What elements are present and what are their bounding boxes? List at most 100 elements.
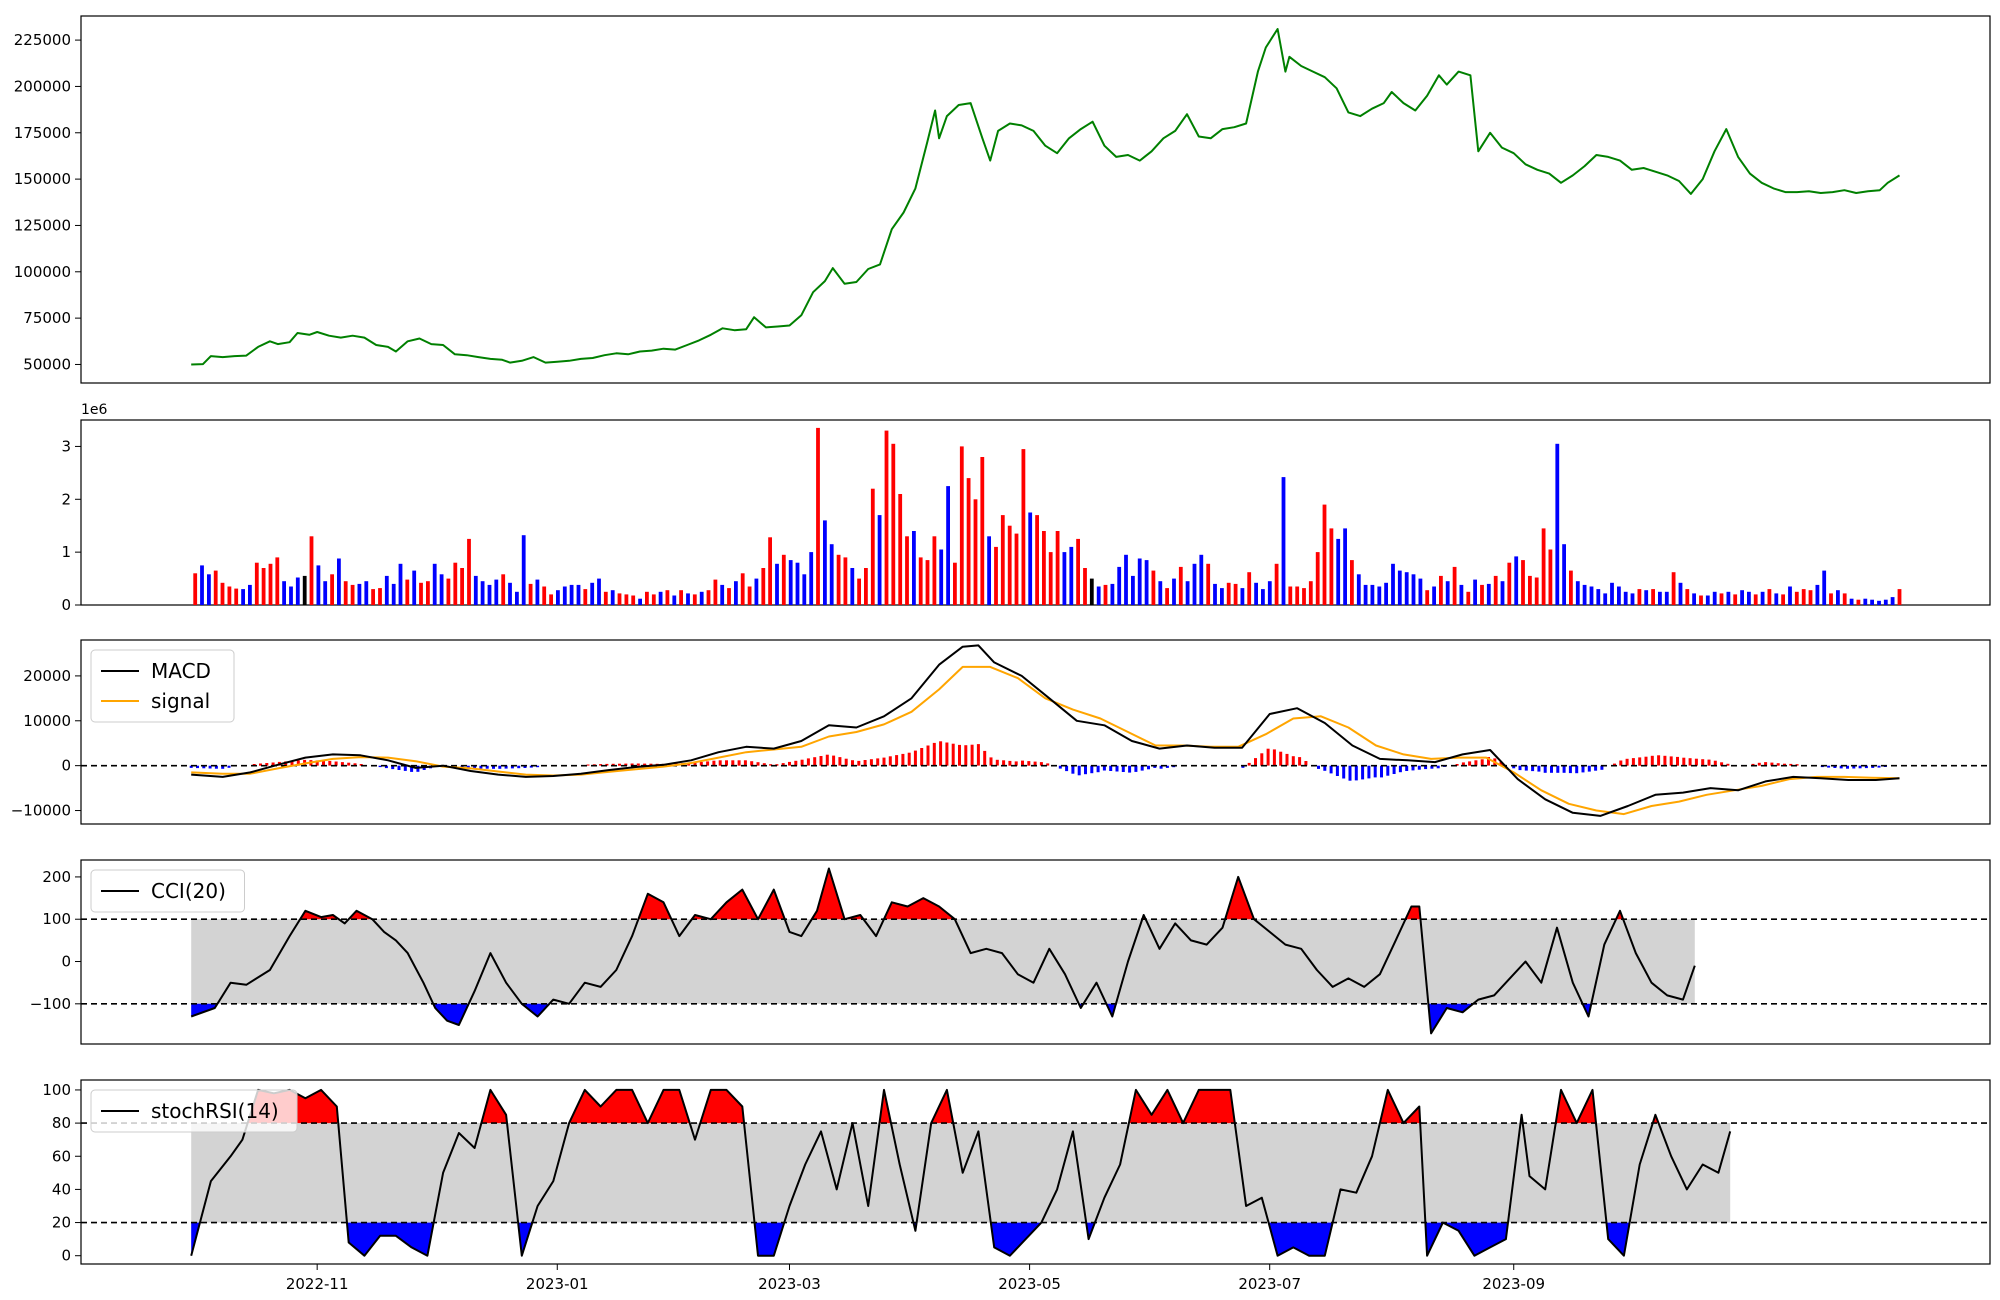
macd-histogram-bar xyxy=(1524,765,1528,771)
volume-bar xyxy=(1603,593,1608,605)
macd-histogram-bar xyxy=(794,760,798,766)
volume-bar xyxy=(1055,531,1060,605)
volume-bar xyxy=(829,544,834,605)
volume-bar xyxy=(1425,590,1430,605)
macd-histogram-bar xyxy=(1436,765,1440,769)
volume-bar xyxy=(802,574,807,605)
macd-histogram-bar xyxy=(1726,763,1730,766)
volume-bar xyxy=(1151,570,1156,605)
volume-bar xyxy=(1836,590,1840,605)
volume-bar xyxy=(679,590,683,605)
stochrsi-line xyxy=(190,1088,1732,1257)
price-panel-frame xyxy=(80,15,1991,384)
volume-bar xyxy=(1623,591,1628,605)
volume-bar xyxy=(857,578,861,605)
macd-histogram-bar xyxy=(970,744,974,766)
volume-bar xyxy=(877,515,882,605)
macd-histogram-bar xyxy=(630,763,634,766)
macd-histogram-bar xyxy=(1096,765,1100,773)
macd-histogram-bar xyxy=(844,758,848,766)
macd-histogram-bar xyxy=(989,757,993,766)
volume-bar xyxy=(556,590,560,605)
volume-bar xyxy=(816,427,820,605)
volume-bar xyxy=(1035,515,1039,605)
macd-histogram-bar xyxy=(1694,758,1698,766)
macd-histogram-bar xyxy=(1783,763,1786,766)
macd-histogram-bar xyxy=(1877,765,1881,768)
macd-histogram-bar xyxy=(1335,765,1339,776)
volume-bar xyxy=(515,591,519,605)
macd-histogram-bar xyxy=(1613,763,1616,766)
macd-histogram-bar xyxy=(1153,765,1157,768)
macd-histogram-bar xyxy=(1033,761,1037,766)
volume-bar xyxy=(754,578,759,605)
macd-histogram-bar xyxy=(951,743,955,766)
macd-histogram-bar xyxy=(712,760,716,766)
volume-bar xyxy=(1747,591,1751,605)
macd-histogram-bar xyxy=(958,744,961,766)
macd-histogram-bar xyxy=(1550,765,1553,773)
volume-bar xyxy=(1781,594,1785,605)
volume-bar xyxy=(795,562,800,605)
macd-histogram-bar xyxy=(1128,765,1132,773)
volume-bar xyxy=(1302,588,1306,605)
volume-bar xyxy=(932,536,937,605)
volume-bar xyxy=(1719,593,1724,605)
volume-bar xyxy=(350,584,355,605)
stochrsi-overbought-fill xyxy=(569,1089,648,1124)
macd-histogram-bar xyxy=(1046,763,1050,766)
volume-bar xyxy=(426,581,430,605)
x-tick-label: 2023-05 xyxy=(998,1275,1061,1293)
volume-bar xyxy=(727,588,731,605)
macd-histogram-bar xyxy=(1266,748,1270,766)
volume-bar xyxy=(473,575,478,605)
volume-bar xyxy=(1192,563,1197,605)
stochrsi-overbought-fill xyxy=(1555,1089,1577,1124)
macd-histogram-bar xyxy=(410,765,414,772)
macd-histogram-bar xyxy=(611,763,615,766)
volume-bar xyxy=(1308,581,1313,605)
macd-histogram-bar xyxy=(1499,761,1503,766)
volume-bar xyxy=(1384,582,1388,605)
macd-histogram-bar xyxy=(1109,765,1113,771)
volume-bar xyxy=(699,591,704,605)
volume-bar xyxy=(1644,590,1649,605)
volume-bar xyxy=(1076,538,1080,605)
volume-bar xyxy=(213,570,218,605)
macd-histogram-bar xyxy=(227,765,231,768)
volume-bar xyxy=(384,575,389,605)
macd-legend-label: MACD xyxy=(151,659,211,683)
volume-bar xyxy=(467,538,471,605)
macd-histogram-bar xyxy=(473,765,477,769)
macd-histogram-bar xyxy=(1354,765,1358,781)
macd-histogram-bar xyxy=(391,765,395,770)
volume-bar xyxy=(371,589,375,605)
macd-histogram-bar xyxy=(1631,758,1635,766)
volume-bar xyxy=(227,586,232,605)
volume-bar xyxy=(1870,599,1874,605)
volume-bar xyxy=(1261,589,1265,605)
stochrsi-ytick-label: 20 xyxy=(52,1214,71,1232)
macd-histogram-bar xyxy=(725,760,728,766)
macd-histogram-bar xyxy=(403,765,407,771)
volume-bar xyxy=(1165,588,1169,605)
stochrsi-legend xyxy=(90,1089,298,1133)
volume-bar xyxy=(302,575,307,605)
macd-histogram-bar xyxy=(838,757,842,766)
macd-histogram-bar xyxy=(485,765,489,769)
volume-bar xyxy=(1774,593,1779,605)
volume-bar xyxy=(939,549,944,605)
macd-histogram-bar xyxy=(869,759,873,766)
macd-histogram-bar xyxy=(1487,757,1490,766)
x-tick-label: 2022-11 xyxy=(286,1275,349,1293)
macd-histogram-bar xyxy=(1392,765,1396,774)
volume-bar xyxy=(788,560,793,605)
volume-bar xyxy=(603,591,608,605)
macd-histogram-bar xyxy=(1795,764,1799,766)
volume-bar xyxy=(1206,563,1211,605)
stochrsi-neutral-band xyxy=(191,1123,1731,1223)
stochrsi-oversold-fill xyxy=(1606,1222,1630,1256)
volume-bar xyxy=(692,594,697,605)
volume-bar xyxy=(734,581,738,605)
